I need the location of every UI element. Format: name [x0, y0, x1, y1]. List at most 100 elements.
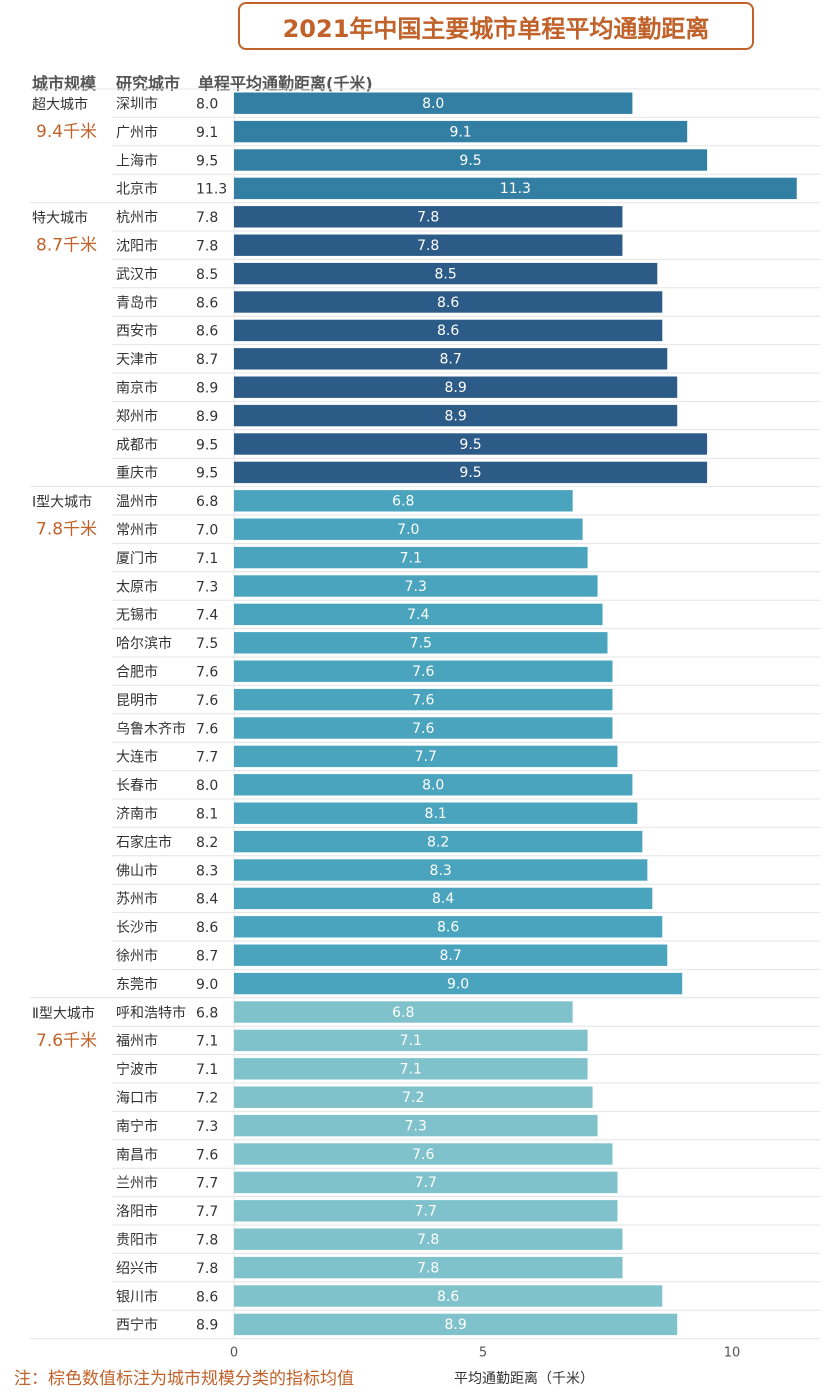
value-label: 8.9: [196, 1318, 218, 1334]
city-label: 上海市: [116, 152, 158, 169]
bar-data-label: 8.2: [427, 834, 449, 850]
city-label: 广州市: [116, 124, 158, 141]
bar: [234, 660, 613, 682]
group-average: 8.7千米: [36, 236, 97, 256]
city-label: 南京市: [116, 380, 158, 397]
bar: [234, 1228, 623, 1250]
city-label: 常州市: [116, 522, 158, 539]
bar: [234, 859, 648, 881]
value-label: 7.2: [196, 1091, 218, 1107]
value-label: 7.1: [196, 1034, 218, 1050]
value-label: 7.8: [196, 1261, 218, 1277]
bar-data-label: 7.7: [415, 749, 437, 765]
value-label: 8.0: [196, 97, 218, 113]
city-label: 合肥市: [116, 664, 158, 681]
value-label: 7.7: [196, 1204, 218, 1220]
group-average: 7.8千米: [36, 520, 97, 540]
city-label: 厦门市: [116, 550, 158, 567]
value-label: 7.3: [196, 1119, 218, 1135]
city-label: 贵阳市: [116, 1232, 158, 1249]
bar: [234, 120, 688, 143]
value-label: 7.6: [196, 721, 218, 737]
bar-data-label: 9.0: [447, 976, 469, 992]
value-label: 7.7: [196, 750, 218, 766]
bar: [234, 404, 678, 427]
value-label: 8.3: [196, 863, 218, 879]
city-label: 长沙市: [116, 919, 158, 936]
city-label: 大连市: [116, 749, 158, 766]
bar: [234, 319, 663, 342]
bar-data-label: 8.9: [444, 1317, 466, 1333]
bar: [234, 376, 678, 398]
city-label: 福州市: [116, 1033, 158, 1050]
city-label: 无锡市: [116, 607, 158, 624]
bar-data-label: 7.4: [407, 607, 429, 623]
bar-data-label: 9.5: [459, 437, 481, 453]
bar-data-label: 7.8: [417, 1260, 439, 1276]
value-label: 8.9: [196, 381, 218, 397]
bar: [234, 518, 583, 540]
city-label: 银川市: [116, 1288, 158, 1305]
city-label: 佛山市: [116, 862, 158, 879]
bar-data-label: 8.9: [444, 408, 466, 424]
group-name: 特大城市: [32, 210, 88, 227]
bar: [234, 802, 638, 824]
bar: [234, 774, 633, 796]
value-label: 7.6: [196, 1147, 218, 1163]
header-commute-distance: 单程平均通勤距离(千米): [198, 74, 373, 93]
bar-data-label: 6.8: [392, 1005, 414, 1021]
bar: [234, 972, 683, 995]
bar: [234, 1001, 573, 1023]
bar-data-label: 8.7: [439, 948, 461, 964]
header-study-city: 研究城市: [116, 74, 181, 93]
bar-data-label: 8.6: [437, 295, 459, 311]
value-label: 7.8: [196, 239, 218, 255]
city-label: 北京市: [116, 181, 158, 198]
value-label: 9.0: [196, 977, 218, 993]
city-label: 深圳市: [116, 96, 158, 113]
city-label: 绍兴市: [116, 1260, 158, 1277]
bar-data-label: 7.5: [410, 636, 432, 652]
value-label: 8.0: [196, 778, 218, 794]
bar-data-label: 7.6: [412, 692, 434, 708]
bar: [234, 1058, 588, 1080]
bar: [234, 490, 573, 512]
value-label: 8.4: [196, 892, 218, 908]
city-label: 南宁市: [116, 1118, 158, 1135]
city-label: 苏州市: [116, 891, 158, 908]
city-label: 呼和浩特市: [116, 1004, 186, 1021]
group-average: 9.4千米: [36, 122, 97, 142]
value-label: 9.1: [196, 125, 218, 141]
bar: [234, 1086, 593, 1108]
bar-data-label: 11.3: [500, 181, 531, 197]
bar: [234, 234, 623, 256]
city-label: 哈尔滨市: [116, 635, 172, 652]
bar-data-label: 7.3: [405, 579, 427, 595]
bar-data-label: 8.7: [439, 352, 461, 368]
city-label: 温州市: [116, 493, 158, 510]
bar-data-label: 7.8: [417, 1232, 439, 1248]
bar: [234, 575, 598, 597]
bar-data-label: 7.8: [417, 210, 439, 226]
city-label: 宁波市: [116, 1061, 158, 1078]
bar: [234, 348, 668, 370]
x-axis-label: 平均通勤距离（千米）: [454, 1371, 594, 1387]
bar-data-label: 7.6: [412, 1147, 434, 1163]
bar: [234, 632, 608, 654]
city-label: 郑州市: [116, 408, 158, 425]
bar-data-label: 9.1: [449, 124, 471, 140]
bar-data-label: 7.7: [415, 1175, 437, 1191]
bar: [234, 291, 663, 313]
city-label: 长春市: [116, 777, 158, 794]
bar-data-label: 8.9: [444, 380, 466, 396]
value-label: 8.6: [196, 324, 218, 340]
bar: [234, 717, 613, 739]
city-label: 昆明市: [116, 692, 158, 709]
value-label: 7.0: [196, 523, 218, 539]
bar: [234, 1313, 678, 1336]
value-label: 7.5: [196, 636, 218, 652]
bar: [234, 262, 658, 285]
bar: [234, 546, 588, 569]
bar-data-label: 8.0: [422, 778, 444, 794]
